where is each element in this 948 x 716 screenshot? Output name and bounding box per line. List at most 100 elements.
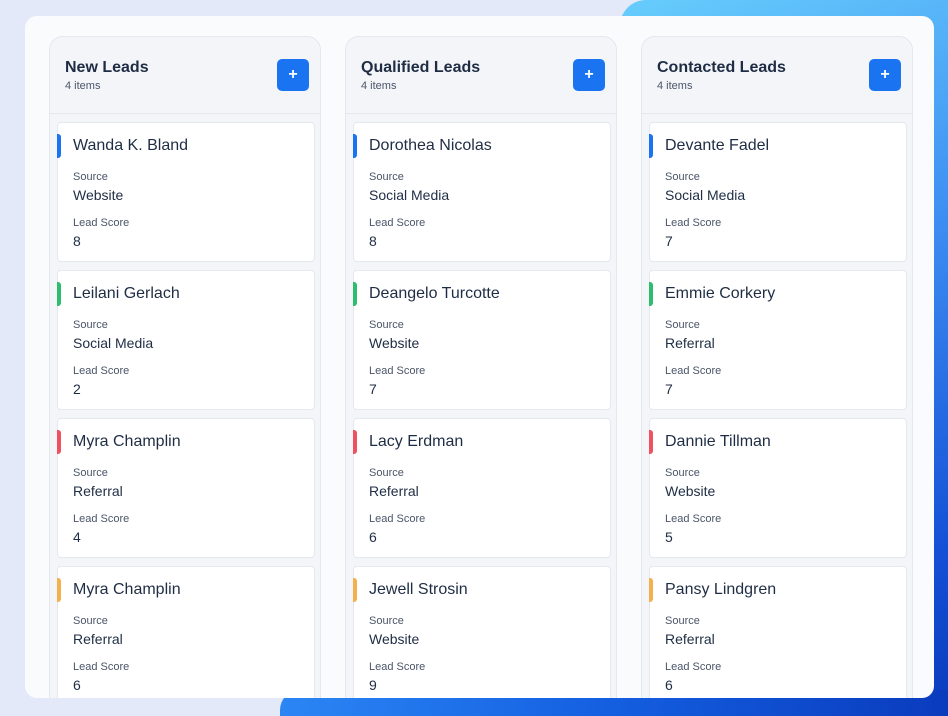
column-item-count: 4 items [361,80,397,92]
card-status-bar [649,282,653,306]
lead-name: Myra Champlin [73,581,181,598]
source-value: Referral [369,483,419,499]
card-list: Dorothea Nicolas Source Social Media Lea… [353,122,611,698]
source-label: Source [369,171,404,183]
lead-score-label: Lead Score [73,365,130,377]
source-value: Social Media [665,187,746,203]
card-status-bar [353,578,357,602]
lead-score-value: 4 [73,529,81,545]
lead-score-value: 7 [369,381,377,397]
source-label: Source [73,171,108,183]
card-status-bar [353,430,357,454]
lead-score-label: Lead Score [369,365,426,377]
card-status-bar [353,282,357,306]
lead-score-value: 8 [73,233,81,249]
column-item-count: 4 items [657,80,693,92]
source-label: Source [665,467,700,479]
lead-score-label: Lead Score [73,217,130,229]
source-label: Source [369,467,404,479]
lead-name: Pansy Lindgren [665,581,777,598]
lead-name: Dannie Tillman [665,433,771,450]
card-status-bar [57,578,61,602]
source-label: Source [665,171,700,183]
lead-score-label: Lead Score [369,513,426,525]
column-contacted-leads: Contacted Leads 4 items + Devante Fadel … [641,36,913,698]
card-status-bar [57,430,61,454]
card-status-bar [649,430,653,454]
lead-card[interactable]: Pansy Lindgren Source Referral Lead Scor… [649,566,907,698]
lead-score-label: Lead Score [665,217,722,229]
add-lead-button[interactable]: + [277,59,309,91]
source-value: Referral [73,483,123,499]
column-header: Contacted Leads 4 items + [642,37,912,114]
column-item-count: 4 items [65,80,101,92]
lead-card[interactable]: Devante Fadel Source Social Media Lead S… [649,122,907,262]
lead-score-label: Lead Score [665,661,722,673]
source-value: Referral [665,631,715,647]
column-header: New Leads 4 items + [50,37,320,114]
card-status-bar [57,282,61,306]
source-label: Source [73,319,108,331]
lead-name: Lacy Erdman [369,433,464,450]
lead-name: Devante Fadel [665,137,770,154]
lead-card[interactable]: Dorothea Nicolas Source Social Media Lea… [353,122,611,262]
lead-score-label: Lead Score [369,661,426,673]
card-status-bar [649,578,653,602]
source-value: Website [73,187,124,203]
lead-card[interactable]: Deangelo Turcotte Source Website Lead Sc… [353,270,611,410]
lead-score-label: Lead Score [665,513,722,525]
lead-name: Dorothea Nicolas [369,137,492,154]
lead-score-value: 6 [665,677,673,693]
source-value: Social Media [369,187,450,203]
kanban-board: New Leads 4 items + Wanda K. Bland Sourc… [25,16,934,698]
column-qualified-leads: Qualified Leads 4 items + Dorothea Nicol… [345,36,617,698]
card-list: Devante Fadel Source Social Media Lead S… [649,122,907,698]
card-status-bar [57,134,61,158]
column-title: Contacted Leads [657,59,786,76]
lead-card[interactable]: Wanda K. Bland Source Website Lead Score… [57,122,315,262]
lead-name: Myra Champlin [73,433,181,450]
lead-name: Wanda K. Bland [73,137,189,154]
lead-name: Leilani Gerlach [73,285,180,302]
source-value: Referral [73,631,123,647]
lead-score-label: Lead Score [369,217,426,229]
source-value: Website [369,335,420,351]
source-label: Source [73,615,108,627]
column-title: New Leads [65,59,149,76]
lead-name: Deangelo Turcotte [369,285,500,302]
lead-card[interactable]: Leilani Gerlach Source Social Media Lead… [57,270,315,410]
lead-score-label: Lead Score [665,365,722,377]
source-label: Source [73,467,108,479]
lead-score-value: 7 [665,233,673,249]
source-label: Source [665,615,700,627]
lead-score-value: 5 [665,529,673,545]
lead-score-label: Lead Score [73,661,130,673]
plus-icon: + [288,66,298,83]
plus-icon: + [880,66,890,83]
lead-card[interactable]: Emmie Corkery Source Referral Lead Score… [649,270,907,410]
lead-card[interactable]: Myra Champlin Source Referral Lead Score… [57,566,315,698]
add-lead-button[interactable]: + [573,59,605,91]
source-value: Referral [665,335,715,351]
column-header: Qualified Leads 4 items + [346,37,616,114]
lead-score-value: 9 [369,677,377,693]
source-label: Source [665,319,700,331]
lead-score-value: 7 [665,381,673,397]
add-lead-button[interactable]: + [869,59,901,91]
lead-score-value: 2 [73,381,81,397]
column-title: Qualified Leads [361,59,481,76]
lead-name: Emmie Corkery [665,285,776,302]
lead-card[interactable]: Dannie Tillman Source Website Lead Score… [649,418,907,558]
lead-card[interactable]: Lacy Erdman Source Referral Lead Score 6 [353,418,611,558]
lead-card[interactable]: Jewell Strosin Source Website Lead Score… [353,566,611,698]
source-label: Source [369,615,404,627]
card-list: Wanda K. Bland Source Website Lead Score… [57,122,315,698]
source-value: Website [665,483,716,499]
lead-score-value: 8 [369,233,377,249]
column-new-leads: New Leads 4 items + Wanda K. Bland Sourc… [49,36,321,698]
card-status-bar [353,134,357,158]
lead-card[interactable]: Myra Champlin Source Referral Lead Score… [57,418,315,558]
source-value: Website [369,631,420,647]
lead-name: Jewell Strosin [369,581,468,598]
